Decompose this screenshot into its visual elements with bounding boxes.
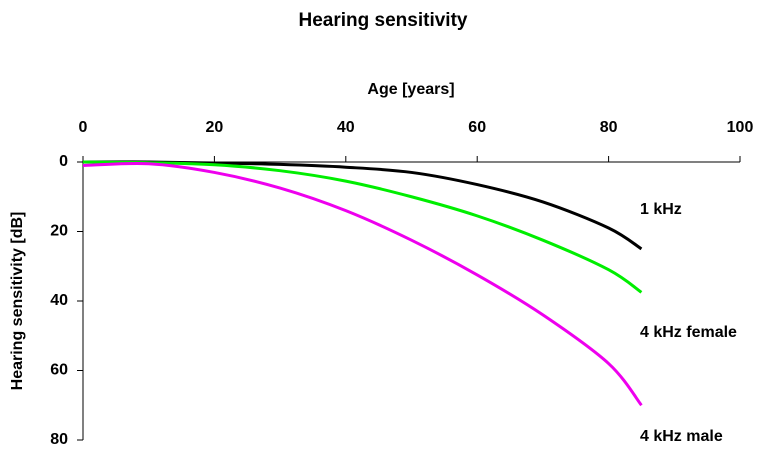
series-line xyxy=(82,160,643,294)
y-tick-label: 40 xyxy=(50,292,68,309)
x-tick-label: 80 xyxy=(600,119,618,136)
y-tick-label: 80 xyxy=(50,431,68,448)
series-line xyxy=(82,160,643,251)
x-tick-label: 60 xyxy=(468,119,486,136)
series-label: 1 kHz xyxy=(640,201,682,218)
x-tick-label: 100 xyxy=(727,119,754,136)
y-axis-label: Hearing sensitivity [dB] xyxy=(9,212,26,391)
x-axis-label: Age [years] xyxy=(367,81,454,98)
chart-title: Hearing sensitivity xyxy=(299,10,468,31)
y-tick-label: 0 xyxy=(59,153,68,170)
series-label: 4 kHz male xyxy=(640,428,723,445)
series-line xyxy=(82,161,643,407)
series-label: 4 kHz female xyxy=(640,324,737,341)
x-tick-label: 40 xyxy=(337,119,355,136)
x-tick-label: 0 xyxy=(79,119,88,136)
x-tick-label: 20 xyxy=(206,119,224,136)
y-tick-label: 20 xyxy=(50,223,68,240)
y-tick-label: 60 xyxy=(50,362,68,379)
